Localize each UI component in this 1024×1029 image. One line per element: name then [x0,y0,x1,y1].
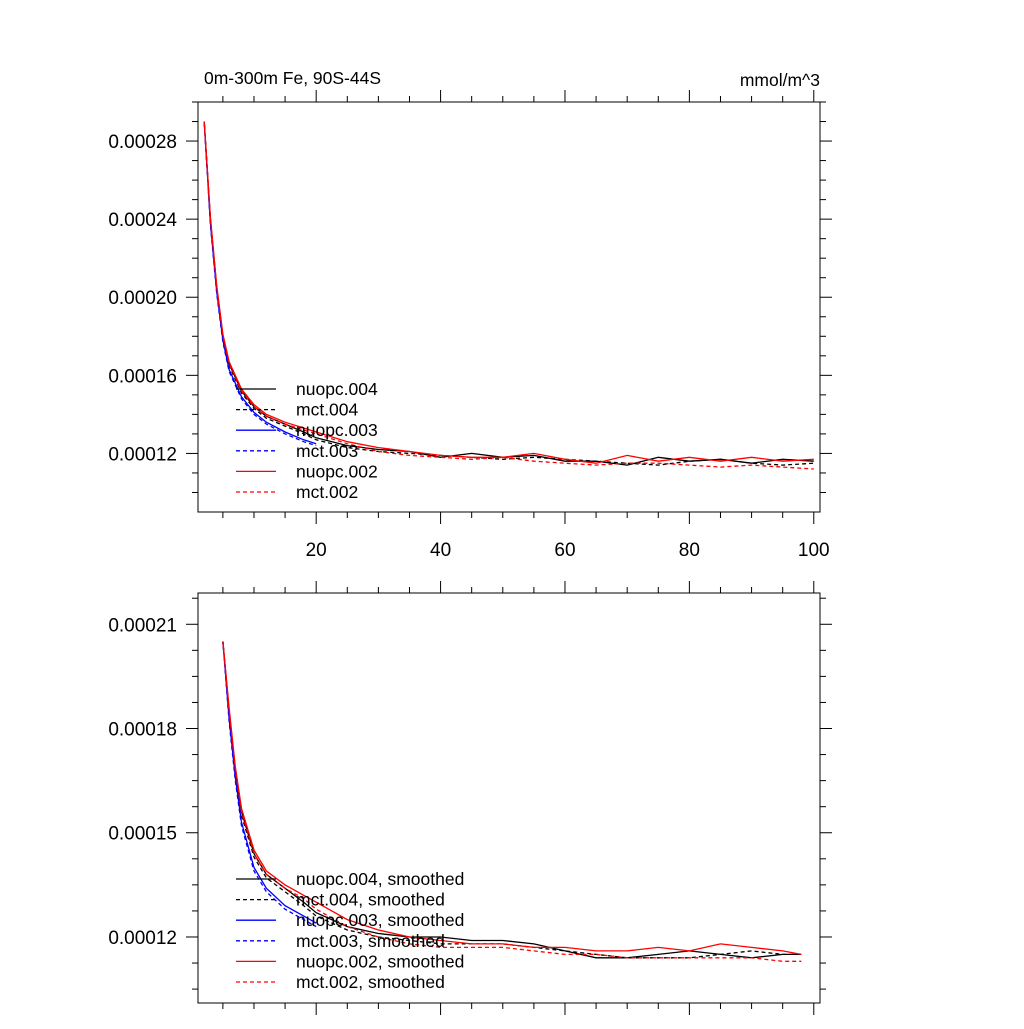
x-tick-label: 60 [554,540,575,561]
legend-label: nuopc.002 [296,461,378,481]
legend-label: mct.003, smoothed [296,931,445,951]
y-tick-label: 0.00024 [108,210,177,231]
series-line [203,121,814,470]
chart-title: 0m-300m Fe, 90S-44S [204,68,381,88]
plot-frame [197,101,821,513]
legend-label: nuopc.002, smoothed [296,951,464,971]
legend-label: nuopc.004 [296,379,378,399]
x-tick-label: 20 [306,540,327,561]
legend-label: mct.004, smoothed [296,890,445,910]
y-tick-label: 0.00015 [108,824,177,845]
x-tick-label: 80 [679,540,700,561]
y-tick-label: 0.00021 [108,615,177,636]
legend-label: mct.002, smoothed [296,972,445,992]
plot-frame [197,592,821,1004]
x-tick-label: 100 [798,540,830,561]
series-line [222,641,317,924]
y-tick-label: 0.00018 [108,720,177,741]
series-line [222,641,802,959]
legend-label: nuopc.003 [296,420,378,440]
legend-label: mct.002 [296,482,358,502]
series-line [203,121,814,464]
y-tick-label: 0.00020 [108,288,177,309]
series-line [222,641,317,928]
series-line [203,121,814,466]
legend-label: mct.003 [296,441,358,461]
y-tick-label: 0.00012 [108,444,177,465]
legend-label: nuopc.004, smoothed [296,869,464,889]
chart-panel-top: 0m-300m Fe, 90S-44S mmol/m^3 20 40 60 80 100… [108,68,832,561]
legend-label: mct.004 [296,400,359,420]
series-line [222,641,802,962]
legend-label: nuopc.003, smoothed [296,910,464,930]
series-line [222,641,802,956]
x-tick-label: 40 [430,540,451,561]
y-tick-label: 0.00028 [108,132,177,153]
y-tick-label: 0.00016 [108,366,177,387]
chart-units-label: mmol/m^3 [740,70,820,90]
y-tick-label: 0.00012 [108,928,177,949]
chart-panel-bottom: 0.00012 0.00015 0.00018 0.00021 nuopc.004, s… [108,581,832,1015]
